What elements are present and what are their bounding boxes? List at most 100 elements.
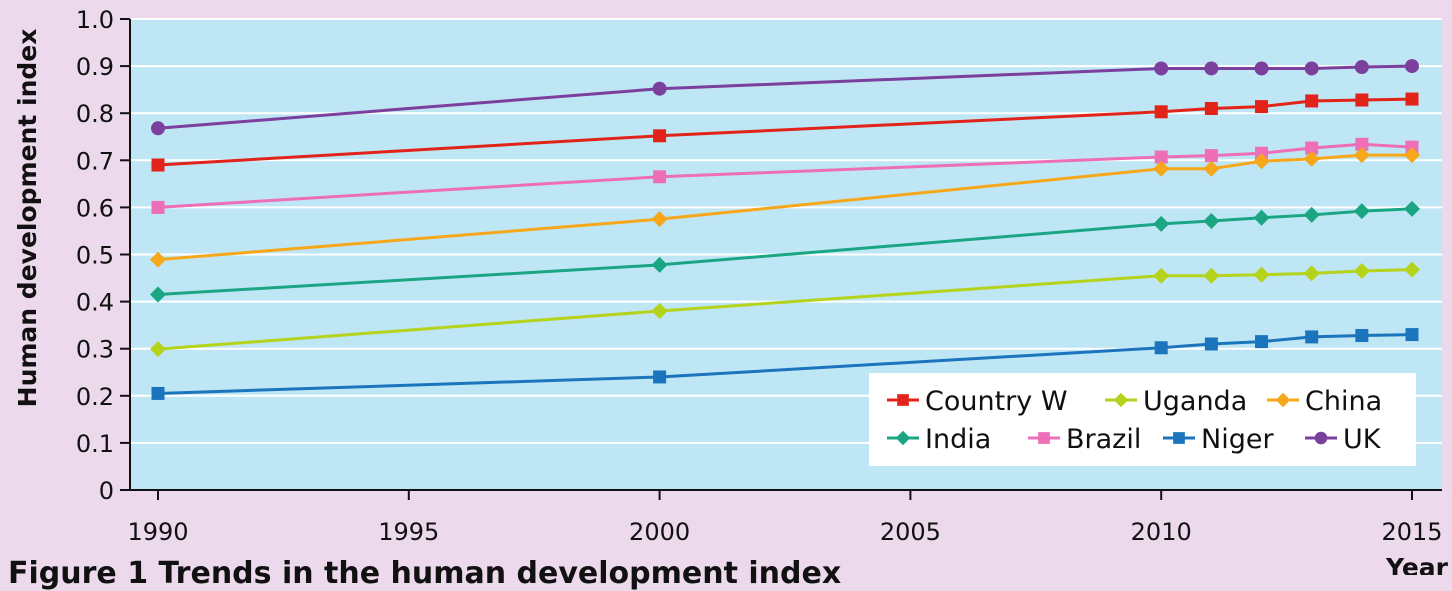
data-point-uk: [1154, 61, 1169, 76]
y-tick-label: 0.5: [76, 242, 114, 270]
y-tick-label: 0.4: [76, 289, 114, 317]
data-point-uganda: [1203, 267, 1220, 284]
data-point-uganda: [651, 303, 668, 320]
data-point-brazil: [151, 200, 165, 214]
series-uk: [151, 59, 1419, 136]
legend-swatch-marker: [1113, 392, 1129, 408]
y-tick-label: 0.6: [76, 194, 114, 222]
series-niger: [151, 328, 1419, 400]
legend-box: [869, 373, 1416, 466]
series-uganda: [150, 261, 1420, 358]
data-point-niger: [151, 386, 165, 400]
data-point-india: [1303, 206, 1320, 223]
series-country-w: [151, 92, 1419, 172]
x-axis-title: Year: [1385, 553, 1449, 575]
data-point-country-w: [1405, 92, 1419, 106]
legend-swatch-marker: [1038, 432, 1050, 444]
series-india: [150, 200, 1420, 303]
data-point-uganda: [1303, 265, 1320, 282]
data-point-india: [1203, 213, 1220, 230]
data-point-niger: [1405, 328, 1419, 342]
data-point-uk: [151, 121, 165, 136]
data-point-india: [651, 256, 668, 273]
y-axis-title: Human development index: [13, 29, 42, 408]
data-point-china: [651, 211, 668, 228]
data-point-niger: [1305, 330, 1319, 344]
y-tick-label: 0.7: [76, 147, 114, 175]
series-line-brazil: [157, 142, 1413, 209]
legend-item-brazil: Brazil: [1028, 424, 1141, 455]
data-point-china: [1153, 160, 1170, 177]
data-point-india: [1253, 209, 1270, 226]
x-tick-label: 2000: [629, 518, 690, 546]
series-line-country-w: [157, 97, 1413, 167]
data-point-niger: [1154, 341, 1168, 355]
data-point-brazil: [1204, 149, 1218, 163]
series-line-india: [157, 207, 1413, 297]
data-point-niger: [653, 370, 667, 384]
data-point-country-w: [1305, 94, 1319, 108]
x-tick-label: 2010: [1131, 518, 1192, 546]
data-point-india: [1404, 200, 1420, 217]
data-point-uk: [1254, 61, 1269, 76]
data-point-uganda: [1353, 262, 1370, 279]
data-point-brazil: [1355, 137, 1369, 151]
data-point-uk: [652, 81, 667, 96]
legend-swatch-marker: [897, 394, 909, 406]
legend-label: UK: [1343, 424, 1382, 455]
series-layer: [150, 59, 1420, 400]
data-point-country-w: [653, 129, 667, 143]
data-point-uganda: [1404, 261, 1420, 278]
legend-item-uganda: Uganda: [1105, 386, 1247, 417]
data-point-china: [1404, 147, 1420, 164]
data-point-brazil: [1305, 141, 1319, 155]
legend-swatch-marker: [1275, 392, 1291, 408]
data-point-china: [150, 251, 166, 268]
series-line-uk: [157, 64, 1413, 130]
x-tick-label: 1990: [127, 518, 188, 546]
hdi-line-chart: 0 0.1 0.2 0.3 0.4 0.5 0.6 0.7 0.8 0.9 1.0 1990 1995…: [13, 6, 1449, 575]
axes: [120, 18, 1442, 500]
legend-item-uk: UK: [1305, 424, 1382, 455]
data-point-niger: [1204, 337, 1218, 351]
data-point-uganda: [1153, 267, 1170, 284]
data-point-country-w: [1255, 100, 1269, 114]
y-tick-label: 0.9: [76, 53, 114, 81]
data-point-niger: [1255, 335, 1269, 349]
data-point-brazil: [1405, 140, 1419, 154]
series-line-niger: [157, 333, 1413, 395]
data-point-china: [1253, 153, 1270, 170]
y-tick-label: 0: [99, 477, 114, 505]
data-point-country-w: [1204, 101, 1218, 115]
y-tick-labels: 0 0.1 0.2 0.3 0.4 0.5 0.6 0.7 0.8 0.9 1.0: [76, 6, 114, 505]
data-point-country-w: [151, 158, 165, 172]
series-brazil: [151, 137, 1419, 214]
y-tick-label: 0.2: [76, 383, 114, 411]
legend-label: Niger: [1201, 424, 1274, 455]
figure-caption: Figure 1 Trends in the human development…: [8, 556, 842, 591]
data-point-brazil: [1154, 150, 1168, 164]
series-line-china: [157, 153, 1412, 262]
legend-item-china: China: [1267, 386, 1382, 417]
legend-swatch-marker: [1314, 431, 1328, 445]
legend-label: Brazil: [1066, 424, 1141, 455]
legend: Country W Uganda China India Brazil Niger UK: [869, 373, 1416, 466]
x-tick-labels: 1990 1995 2000 2005 2010 2015: [127, 518, 1442, 546]
data-point-china: [1303, 150, 1320, 167]
x-tick-label: 2005: [880, 518, 941, 546]
legend-label: Uganda: [1143, 386, 1247, 417]
data-point-brazil: [653, 170, 667, 184]
data-point-uk: [1304, 61, 1319, 76]
legend-label: China: [1305, 386, 1382, 417]
data-point-uganda: [1253, 266, 1270, 283]
data-point-uganda: [150, 341, 166, 358]
y-tick-label: 0.3: [76, 336, 114, 364]
data-point-india: [1153, 215, 1170, 232]
y-tick-label: 0.8: [76, 100, 114, 128]
x-tick-label: 1995: [378, 518, 439, 546]
data-point-country-w: [1355, 93, 1369, 107]
data-point-uk: [1354, 60, 1369, 75]
data-point-uk: [1204, 61, 1219, 76]
data-point-uk: [1405, 59, 1419, 74]
series-line-uganda: [157, 268, 1413, 351]
